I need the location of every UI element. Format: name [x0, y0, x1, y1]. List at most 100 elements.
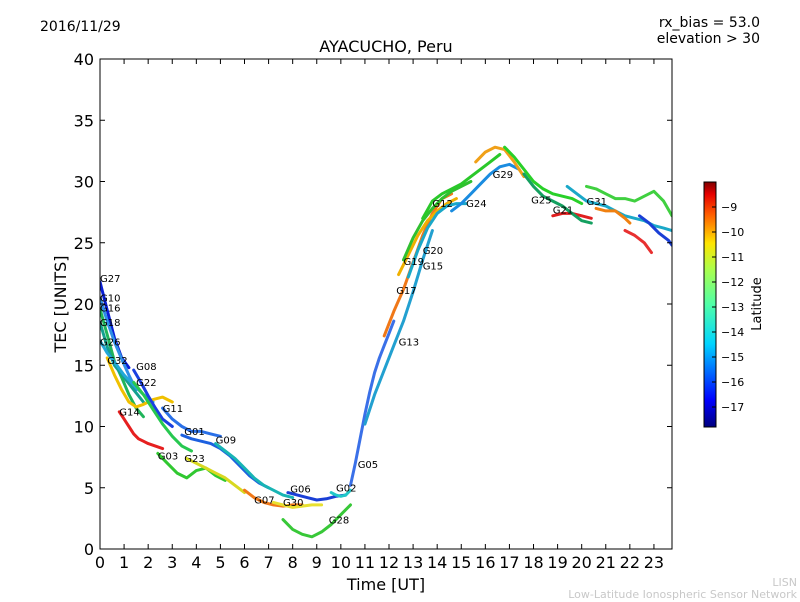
colorbar-tick-label: −11 [721, 251, 744, 264]
colorbar-tick-label: −9 [721, 201, 737, 214]
x-tick-label: 18 [523, 553, 543, 572]
series-label-g25: G25 [531, 196, 551, 207]
series-line-unlabeled-33 [594, 206, 632, 225]
series-line-g32 [105, 356, 174, 409]
series-line-g09 [214, 442, 295, 500]
series-label-g08: G08 [136, 362, 156, 373]
x-tick-label: 14 [427, 553, 447, 572]
series-label-g21: G21 [553, 205, 573, 216]
series-line-g10 [100, 296, 138, 392]
series-line-g05 [349, 319, 396, 487]
series-line-g30 [271, 500, 324, 509]
series-label-g06: G06 [290, 485, 310, 496]
series-label-g22: G22 [136, 378, 156, 389]
x-tick-label: 9 [312, 553, 322, 572]
y-tick-label: 15 [74, 356, 94, 375]
series-label-g17: G17 [396, 286, 416, 297]
series-label-g09: G09 [216, 436, 236, 447]
x-tick-label: 12 [379, 553, 399, 572]
x-tick-label: 22 [620, 553, 640, 572]
colorbar-tick-label: −12 [721, 276, 744, 289]
series-label-g19: G19 [404, 257, 424, 268]
series-line-g13 [363, 229, 434, 426]
footer-network: Low-Latitude Ionospheric Sensor Network [568, 588, 797, 601]
colorbar-ticks: −9 −10 −11 −12 −13 −14 −15 −16 −17 [712, 201, 744, 414]
series-line-g28 [281, 503, 352, 539]
series-label-g10: G10 [100, 294, 120, 305]
x-tick-label: 4 [191, 553, 201, 572]
y-tick-label: 35 [74, 111, 94, 130]
series-line-g02 [329, 488, 352, 498]
footer-lisn: LISN [772, 576, 797, 589]
x-tick-label: 13 [403, 553, 423, 572]
x-axis-label: Time [UT] [346, 575, 425, 594]
y-tick-label: 10 [74, 418, 94, 437]
series-label-g18: G18 [100, 318, 120, 329]
series-line-g23 [185, 456, 246, 495]
date-label: 2016/11/29 [40, 19, 121, 35]
x-tick-label: 1 [119, 553, 129, 572]
series-label-g01: G01 [184, 427, 204, 438]
x-tick-label: 23 [644, 553, 664, 572]
colorbar-tick-label: −14 [721, 326, 744, 339]
series-label-g14: G14 [119, 408, 139, 419]
y-tick-label: 40 [74, 50, 94, 69]
x-axis-ticks: 0 1 2 3 4 5 6 7 8 9 10 11 12 13 14 15 16 17 18 19 20 21 22 23 [95, 59, 664, 572]
series-line-unlabeled-34 [638, 214, 672, 247]
elevation-label: elevation > 30 [657, 31, 760, 47]
colorbar-label: Latitude [750, 277, 765, 331]
series-label-g07: G07 [254, 496, 274, 507]
series-label-g05: G05 [358, 460, 378, 471]
series-label-g15: G15 [423, 262, 443, 273]
y-tick-label: 25 [74, 234, 94, 253]
y-tick-label: 30 [74, 173, 94, 192]
x-tick-label: 0 [95, 553, 105, 572]
series-line-g15 [406, 202, 468, 279]
series-line-g18 [100, 320, 145, 404]
colorbar-tick-label: −15 [721, 351, 744, 364]
series-line-g22 [132, 380, 193, 453]
x-tick-label: 2 [143, 553, 153, 572]
series-label-g29: G29 [493, 170, 513, 181]
colorbar-tick-label: −16 [721, 376, 744, 389]
x-tick-label: 8 [288, 553, 298, 572]
series-label-g02: G02 [336, 483, 356, 494]
colorbar-tick-label: −10 [721, 226, 744, 239]
plot-frame [99, 58, 673, 550]
series-label-g03: G03 [158, 452, 178, 463]
x-tick-label: 6 [239, 553, 249, 572]
colorbar [703, 181, 717, 428]
series-label-g31: G31 [587, 197, 607, 208]
x-tick-label: 20 [572, 553, 592, 572]
series-line-g12 [421, 153, 502, 220]
series-line-g03 [156, 451, 227, 482]
rx-bias-label: rx_bias = 53.0 [659, 15, 760, 31]
series-line-unlabeled-31 [585, 184, 672, 218]
x-tick-label: 3 [167, 553, 177, 572]
x-tick-label: 11 [355, 553, 375, 572]
colorbar-tick-label: −13 [721, 301, 744, 314]
x-tick-label: 15 [451, 553, 471, 572]
x-tick-label: 21 [596, 553, 616, 572]
series-line-g24 [450, 162, 521, 213]
series-label-g20: G20 [423, 246, 443, 257]
series-line-g08 [132, 368, 174, 428]
series-line-g11 [161, 406, 222, 438]
series-line-g25 [503, 145, 584, 206]
series-line-g29 [474, 145, 526, 179]
x-tick-label: 10 [331, 553, 351, 572]
y-tick-label: 5 [84, 479, 94, 498]
series-label-g11: G11 [163, 404, 183, 415]
series-line-g19 [397, 197, 458, 277]
series-label-g13: G13 [399, 338, 419, 349]
colorbar-tick-label: −17 [721, 401, 744, 414]
series-label-g27: G27 [100, 274, 120, 285]
series-label-g26: G26 [100, 338, 120, 349]
x-tick-label: 19 [547, 553, 567, 572]
x-tick-label: 5 [215, 553, 225, 572]
series-label-g12: G12 [432, 199, 452, 210]
x-tick-label: 17 [499, 553, 519, 572]
series-label-g23: G23 [184, 454, 204, 465]
